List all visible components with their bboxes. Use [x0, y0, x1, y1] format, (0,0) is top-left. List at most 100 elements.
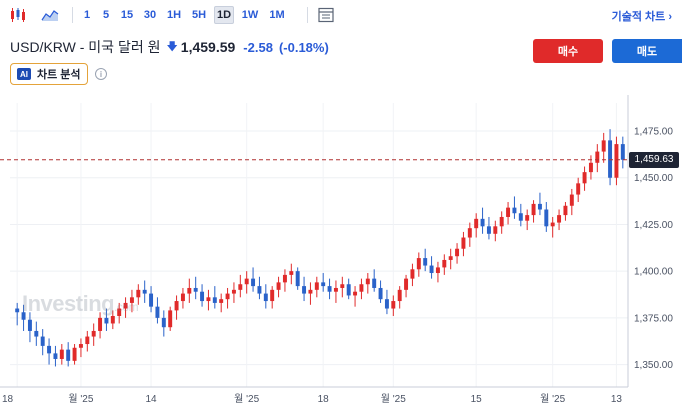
candle-body — [34, 330, 39, 337]
sell-button[interactable]: 매도 — [612, 39, 682, 63]
candle-body — [461, 237, 466, 249]
candle-body — [174, 301, 179, 311]
candle-body — [21, 312, 26, 320]
candle-body — [467, 228, 472, 238]
x-tick-label: 월 '25 — [234, 393, 259, 405]
candle-body — [448, 256, 453, 260]
candle-body — [142, 289, 147, 294]
candle-body — [569, 194, 574, 206]
candle-body — [72, 347, 77, 361]
candle-body — [91, 330, 96, 337]
candle-body — [416, 258, 421, 270]
candle-body — [333, 287, 338, 292]
candle-body — [518, 213, 523, 221]
candle-body — [372, 278, 377, 288]
timeframe-1-button[interactable]: 1 — [83, 9, 91, 21]
technical-chart-link[interactable]: 기술적 차트 › — [611, 11, 672, 23]
candle-body — [168, 310, 173, 328]
investing-watermark: Investing.com — [22, 291, 139, 317]
instrument-title: USD/KRW - 미국 달러 원 — [10, 39, 161, 55]
timeframe-1m-button[interactable]: 1M — [269, 9, 285, 21]
candle-body — [563, 205, 568, 216]
candle-body — [308, 289, 313, 294]
candle-body — [193, 287, 198, 292]
candle-body — [200, 291, 205, 302]
candle-body — [321, 282, 326, 287]
x-tick-label: 18 — [318, 394, 330, 405]
area-chart-icon[interactable] — [40, 5, 60, 25]
candle-body — [327, 286, 332, 292]
ai-chart-analysis-label: 차트 분석 — [37, 69, 81, 81]
table-view-icon[interactable] — [316, 5, 336, 25]
candle-body — [557, 215, 562, 223]
candle-body — [66, 349, 71, 361]
candlestick-chart-icon[interactable] — [8, 5, 28, 25]
toolbar-divider — [72, 7, 73, 23]
candle-body — [110, 316, 115, 324]
candle-body — [397, 289, 402, 302]
candle-body — [499, 216, 504, 227]
candle-body — [474, 218, 479, 229]
candle-body — [136, 289, 141, 298]
candle-body — [270, 289, 275, 302]
buy-button[interactable]: 매수 — [533, 39, 603, 63]
watermark-suffix: .com — [114, 300, 139, 314]
candle-body — [550, 222, 555, 227]
info-icon[interactable]: i — [95, 68, 107, 80]
instrument-header: USD/KRW - 미국 달러 원 🡇 1,459.59 -2.58 (-0.1… — [10, 38, 329, 56]
candle-body — [359, 284, 364, 292]
timeframe-30-button[interactable]: 30 — [143, 9, 157, 21]
candle-body — [614, 144, 619, 178]
candle-body — [576, 183, 581, 195]
timeframe-1d-button[interactable]: 1D — [214, 6, 234, 24]
price-change-percent: (-0.18%) — [278, 39, 329, 55]
candle-body — [525, 215, 530, 221]
candle-body — [251, 278, 256, 287]
candle-body — [608, 140, 613, 178]
ai-chart-analysis-button[interactable]: AI 차트 분석 — [10, 63, 88, 85]
candle-body — [423, 258, 428, 266]
x-tick-label: 15 — [471, 394, 483, 405]
candle-body — [537, 203, 542, 210]
timeframe-5h-button[interactable]: 5H — [191, 9, 207, 21]
candle-body — [480, 218, 485, 227]
candlestick-chart[interactable]: 1,475.00 1,450.00 1,425.00 1,400.00 1,375.00… — [0, 95, 682, 414]
candle-body — [206, 297, 211, 302]
candle-body — [149, 293, 154, 307]
candle-body — [435, 267, 440, 274]
candle-body — [544, 209, 549, 227]
candle-body — [15, 308, 20, 313]
ai-icon: AI — [17, 68, 31, 80]
candle-body — [314, 282, 319, 290]
candle-body — [180, 293, 185, 302]
candle-body — [582, 172, 587, 184]
candle-body — [40, 336, 45, 346]
candle-body — [263, 293, 268, 302]
x-tick-label: 18 — [2, 394, 14, 405]
candle-body — [302, 286, 307, 294]
candle-body — [78, 344, 83, 348]
price-chart[interactable]: 1,475.00 1,450.00 1,425.00 1,400.00 1,375.00… — [0, 95, 682, 414]
current-price-tag: 1,459.63 — [629, 151, 679, 168]
timeframe-1h-button[interactable]: 1H — [166, 9, 182, 21]
candle-body — [238, 284, 243, 290]
y-tick-label: 1,475.00 — [634, 127, 673, 138]
candle-body — [276, 282, 281, 290]
candle-body — [212, 297, 217, 303]
candle-body — [27, 319, 32, 331]
candle-body — [429, 265, 434, 274]
chart-toolbar: 1 5 15 30 1H 5H 1D 1W 1M 기술적 차트 › — [0, 0, 682, 30]
timeframe-5-button[interactable]: 5 — [102, 9, 110, 21]
candle-body — [47, 345, 52, 354]
candle-body — [85, 336, 90, 345]
candle-body — [531, 203, 536, 216]
candle-body — [620, 144, 625, 160]
arrow-down-icon: 🡇 — [166, 40, 178, 53]
candle-body — [282, 274, 287, 283]
candle-body — [219, 299, 224, 303]
timeframe-1w-button[interactable]: 1W — [241, 9, 259, 21]
candle-body — [506, 207, 511, 217]
timeframe-15-button[interactable]: 15 — [120, 9, 134, 21]
price-change: -2.58 — [243, 39, 273, 55]
candle-body — [442, 259, 447, 268]
